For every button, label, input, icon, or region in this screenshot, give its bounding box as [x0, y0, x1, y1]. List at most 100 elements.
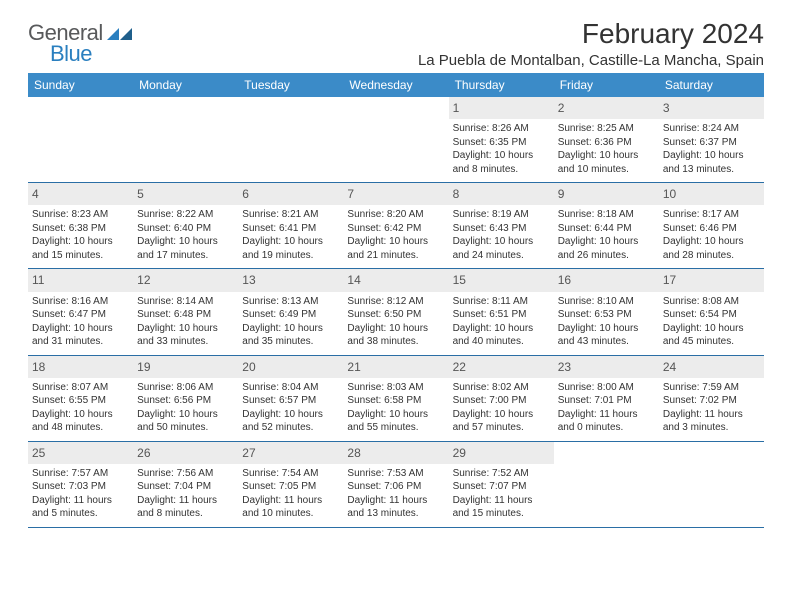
day-number: 28: [343, 442, 448, 464]
day-cell: 28Sunrise: 7:53 AMSunset: 7:06 PMDayligh…: [343, 442, 448, 527]
daylight1-text: Daylight: 10 hours: [453, 322, 550, 336]
week-row: ....1Sunrise: 8:26 AMSunset: 6:35 PMDayl…: [28, 97, 764, 183]
day-number: 8: [449, 183, 554, 205]
daylight2-text: and 38 minutes.: [347, 335, 444, 349]
day-number: 25: [28, 442, 133, 464]
sunset-text: Sunset: 6:50 PM: [347, 308, 444, 322]
daylight1-text: Daylight: 10 hours: [558, 322, 655, 336]
day-cell: 2Sunrise: 8:25 AMSunset: 6:36 PMDaylight…: [554, 97, 659, 182]
sunset-text: Sunset: 6:38 PM: [32, 222, 129, 236]
daylight1-text: Daylight: 10 hours: [32, 322, 129, 336]
daylight2-text: and 3 minutes.: [663, 421, 760, 435]
day-cell: 4Sunrise: 8:23 AMSunset: 6:38 PMDaylight…: [28, 183, 133, 268]
week-row: 18Sunrise: 8:07 AMSunset: 6:55 PMDayligh…: [28, 356, 764, 442]
week-row: 25Sunrise: 7:57 AMSunset: 7:03 PMDayligh…: [28, 442, 764, 528]
weekday-header: Friday: [554, 73, 659, 97]
sunrise-text: Sunrise: 8:03 AM: [347, 381, 444, 395]
sunrise-text: Sunrise: 7:59 AM: [663, 381, 760, 395]
daylight2-text: and 43 minutes.: [558, 335, 655, 349]
day-cell: 3Sunrise: 8:24 AMSunset: 6:37 PMDaylight…: [659, 97, 764, 182]
sunset-text: Sunset: 6:56 PM: [137, 394, 234, 408]
day-number: 14: [343, 269, 448, 291]
day-cell: 17Sunrise: 8:08 AMSunset: 6:54 PMDayligh…: [659, 269, 764, 354]
day-number: 21: [343, 356, 448, 378]
sunset-text: Sunset: 7:02 PM: [663, 394, 760, 408]
day-cell: 15Sunrise: 8:11 AMSunset: 6:51 PMDayligh…: [449, 269, 554, 354]
weekday-header: Tuesday: [238, 73, 343, 97]
day-cell: 23Sunrise: 8:00 AMSunset: 7:01 PMDayligh…: [554, 356, 659, 441]
day-cell: 19Sunrise: 8:06 AMSunset: 6:56 PMDayligh…: [133, 356, 238, 441]
day-number: 2: [554, 97, 659, 119]
sunset-text: Sunset: 6:40 PM: [137, 222, 234, 236]
day-cell-blank: .: [28, 97, 133, 182]
sunrise-text: Sunrise: 8:23 AM: [32, 208, 129, 222]
sunrise-text: Sunrise: 8:20 AM: [347, 208, 444, 222]
day-number: 22: [449, 356, 554, 378]
daylight1-text: Daylight: 11 hours: [32, 494, 129, 508]
day-cell: 6Sunrise: 8:21 AMSunset: 6:41 PMDaylight…: [238, 183, 343, 268]
weekday-header: Saturday: [659, 73, 764, 97]
sunset-text: Sunset: 6:49 PM: [242, 308, 339, 322]
daylight1-text: Daylight: 10 hours: [137, 322, 234, 336]
sunset-text: Sunset: 6:54 PM: [663, 308, 760, 322]
weekday-header: Thursday: [449, 73, 554, 97]
sunrise-text: Sunrise: 7:57 AM: [32, 467, 129, 481]
daylight2-text: and 21 minutes.: [347, 249, 444, 263]
day-cell-blank: .: [343, 97, 448, 182]
sunset-text: Sunset: 6:42 PM: [347, 222, 444, 236]
day-number: 23: [554, 356, 659, 378]
daylight1-text: Daylight: 10 hours: [347, 322, 444, 336]
day-number: 1: [449, 97, 554, 119]
day-cell: 27Sunrise: 7:54 AMSunset: 7:05 PMDayligh…: [238, 442, 343, 527]
daylight2-text: and 13 minutes.: [347, 507, 444, 521]
day-cell: 12Sunrise: 8:14 AMSunset: 6:48 PMDayligh…: [133, 269, 238, 354]
daylight1-text: Daylight: 10 hours: [453, 149, 550, 163]
sunset-text: Sunset: 6:55 PM: [32, 394, 129, 408]
sunrise-text: Sunrise: 7:56 AM: [137, 467, 234, 481]
sunrise-text: Sunrise: 8:22 AM: [137, 208, 234, 222]
day-number: 26: [133, 442, 238, 464]
daylight2-text: and 0 minutes.: [558, 421, 655, 435]
daylight2-text: and 15 minutes.: [32, 249, 129, 263]
sunrise-text: Sunrise: 8:24 AM: [663, 122, 760, 136]
sunset-text: Sunset: 6:46 PM: [663, 222, 760, 236]
day-number: 29: [449, 442, 554, 464]
day-number: 17: [659, 269, 764, 291]
week-row: 4Sunrise: 8:23 AMSunset: 6:38 PMDaylight…: [28, 183, 764, 269]
sunset-text: Sunset: 6:53 PM: [558, 308, 655, 322]
daylight2-text: and 31 minutes.: [32, 335, 129, 349]
daylight1-text: Daylight: 10 hours: [347, 235, 444, 249]
weekday-header-row: SundayMondayTuesdayWednesdayThursdayFrid…: [28, 73, 764, 97]
calendar-page: General February 2024 La Puebla de Monta…: [0, 0, 792, 538]
sunrise-text: Sunrise: 7:54 AM: [242, 467, 339, 481]
sunset-text: Sunset: 7:00 PM: [453, 394, 550, 408]
daylight1-text: Daylight: 10 hours: [137, 235, 234, 249]
daylight2-text: and 57 minutes.: [453, 421, 550, 435]
day-number: 18: [28, 356, 133, 378]
daylight2-text: and 52 minutes.: [242, 421, 339, 435]
day-number: 16: [554, 269, 659, 291]
sunrise-text: Sunrise: 8:26 AM: [453, 122, 550, 136]
sunrise-text: Sunrise: 8:14 AM: [137, 295, 234, 309]
daylight1-text: Daylight: 11 hours: [663, 408, 760, 422]
sunset-text: Sunset: 6:41 PM: [242, 222, 339, 236]
day-cell: 13Sunrise: 8:13 AMSunset: 6:49 PMDayligh…: [238, 269, 343, 354]
day-cell-blank: .: [659, 442, 764, 527]
daylight1-text: Daylight: 10 hours: [242, 235, 339, 249]
daylight1-text: Daylight: 10 hours: [453, 408, 550, 422]
daylight1-text: Daylight: 10 hours: [558, 149, 655, 163]
day-number: 9: [554, 183, 659, 205]
daylight2-text: and 40 minutes.: [453, 335, 550, 349]
day-cell: 26Sunrise: 7:56 AMSunset: 7:04 PMDayligh…: [133, 442, 238, 527]
daylight1-text: Daylight: 10 hours: [32, 408, 129, 422]
daylight2-text: and 26 minutes.: [558, 249, 655, 263]
daylight2-text: and 28 minutes.: [663, 249, 760, 263]
sunrise-text: Sunrise: 8:06 AM: [137, 381, 234, 395]
daylight2-text: and 8 minutes.: [453, 163, 550, 177]
day-cell-blank: .: [238, 97, 343, 182]
daylight2-text: and 33 minutes.: [137, 335, 234, 349]
day-cell: 5Sunrise: 8:22 AMSunset: 6:40 PMDaylight…: [133, 183, 238, 268]
day-number: 11: [28, 269, 133, 291]
daylight2-text: and 10 minutes.: [558, 163, 655, 177]
day-cell: 16Sunrise: 8:10 AMSunset: 6:53 PMDayligh…: [554, 269, 659, 354]
